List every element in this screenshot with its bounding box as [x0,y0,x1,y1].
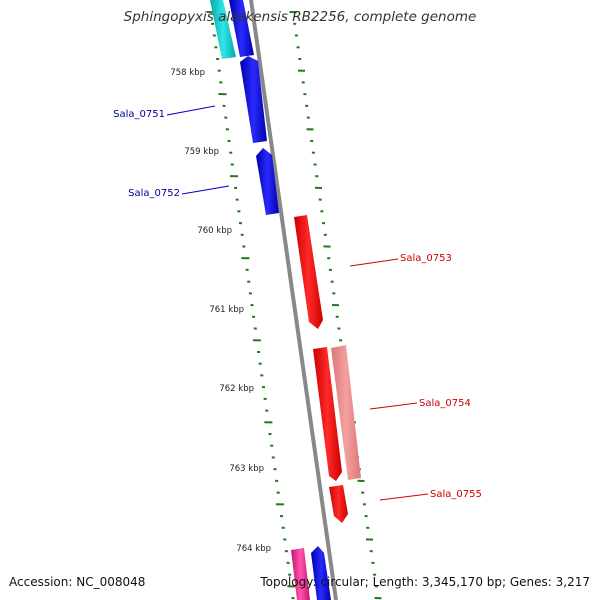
gene-label-0755[interactable]: Sala_0755 [430,489,482,500]
gene-sala-0755[interactable] [329,485,348,523]
gene-label-0753[interactable]: Sala_0753 [400,253,452,264]
gene-label-0751[interactable]: Sala_0751 [113,109,165,120]
gene-magenta-bottom[interactable] [291,548,310,600]
gene-label-line-0751 [166,105,216,116]
genome-backbone [249,0,338,600]
gene-label-0752[interactable]: Sala_0752 [128,188,180,199]
gene-sala-0752[interactable] [256,148,279,215]
kbp-label-762: 762 kbp [219,384,254,394]
gene-sala-0754[interactable] [331,345,361,480]
kbp-label-764: 764 kbp [236,544,271,554]
genome-summary-text: Topology: circular; Length: 3,345,170 bp… [260,575,590,589]
gene-label-line-0752 [181,185,230,195]
kbp-label-758: 758 kbp [170,68,205,78]
gene-red-762[interactable] [313,347,342,481]
tick-track-left [206,11,296,600]
kbp-label-759: 759 kbp [184,147,219,157]
gene-sala-0753[interactable] [294,215,323,329]
map-title: Sphingopyxis alaskensis RB2256, complete… [123,9,477,25]
gene-label-0754[interactable]: Sala_0754 [419,398,471,409]
gene-label-line-0753 [349,258,399,267]
kbp-label-761: 761 kbp [209,305,244,315]
gene-label-line-0755 [379,493,429,501]
accession-text: Accession: NC_008048 [9,575,146,589]
kbp-label-763: 763 kbp [229,464,264,474]
gene-cyan-top[interactable] [210,0,236,59]
gene-features [210,0,361,600]
gene-label-line-0754 [369,402,418,410]
gene-blue-top[interactable] [229,0,254,57]
kbp-label-760: 760 kbp [197,226,232,236]
gene-blue-bottom[interactable] [311,546,331,600]
gene-sala-0751[interactable] [240,56,267,143]
kbp-labels: 758 kbp 759 kbp 760 kbp 761 kbp 762 kbp … [170,68,271,554]
gene-labels: Sala_0751 Sala_0752 Sala_0753 Sala_0754 … [113,105,482,501]
